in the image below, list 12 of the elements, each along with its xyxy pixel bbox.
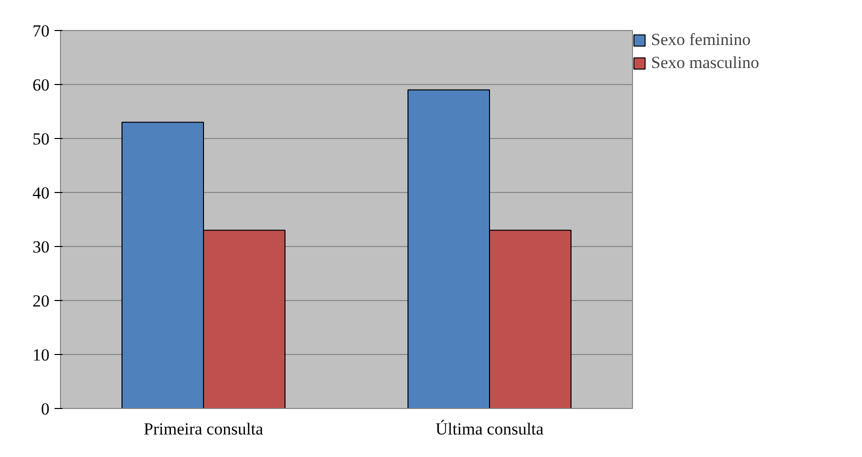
- legend-label: Sexo masculino: [651, 53, 760, 73]
- y-tick-label: 40: [32, 184, 50, 202]
- y-tick-label: 10: [32, 346, 50, 364]
- x-tick-label: Última consulta: [435, 420, 544, 438]
- y-tick-label: 0: [41, 400, 50, 418]
- x-tick-label: Primeira consulta: [144, 420, 264, 438]
- y-tick-label: 70: [32, 22, 50, 40]
- legend-label: Sexo feminino: [651, 30, 751, 50]
- y-tick-label: 60: [32, 76, 50, 94]
- y-tick-label: 50: [32, 130, 50, 148]
- y-tick-label: 30: [32, 238, 50, 256]
- y-tick-label: 20: [32, 292, 50, 310]
